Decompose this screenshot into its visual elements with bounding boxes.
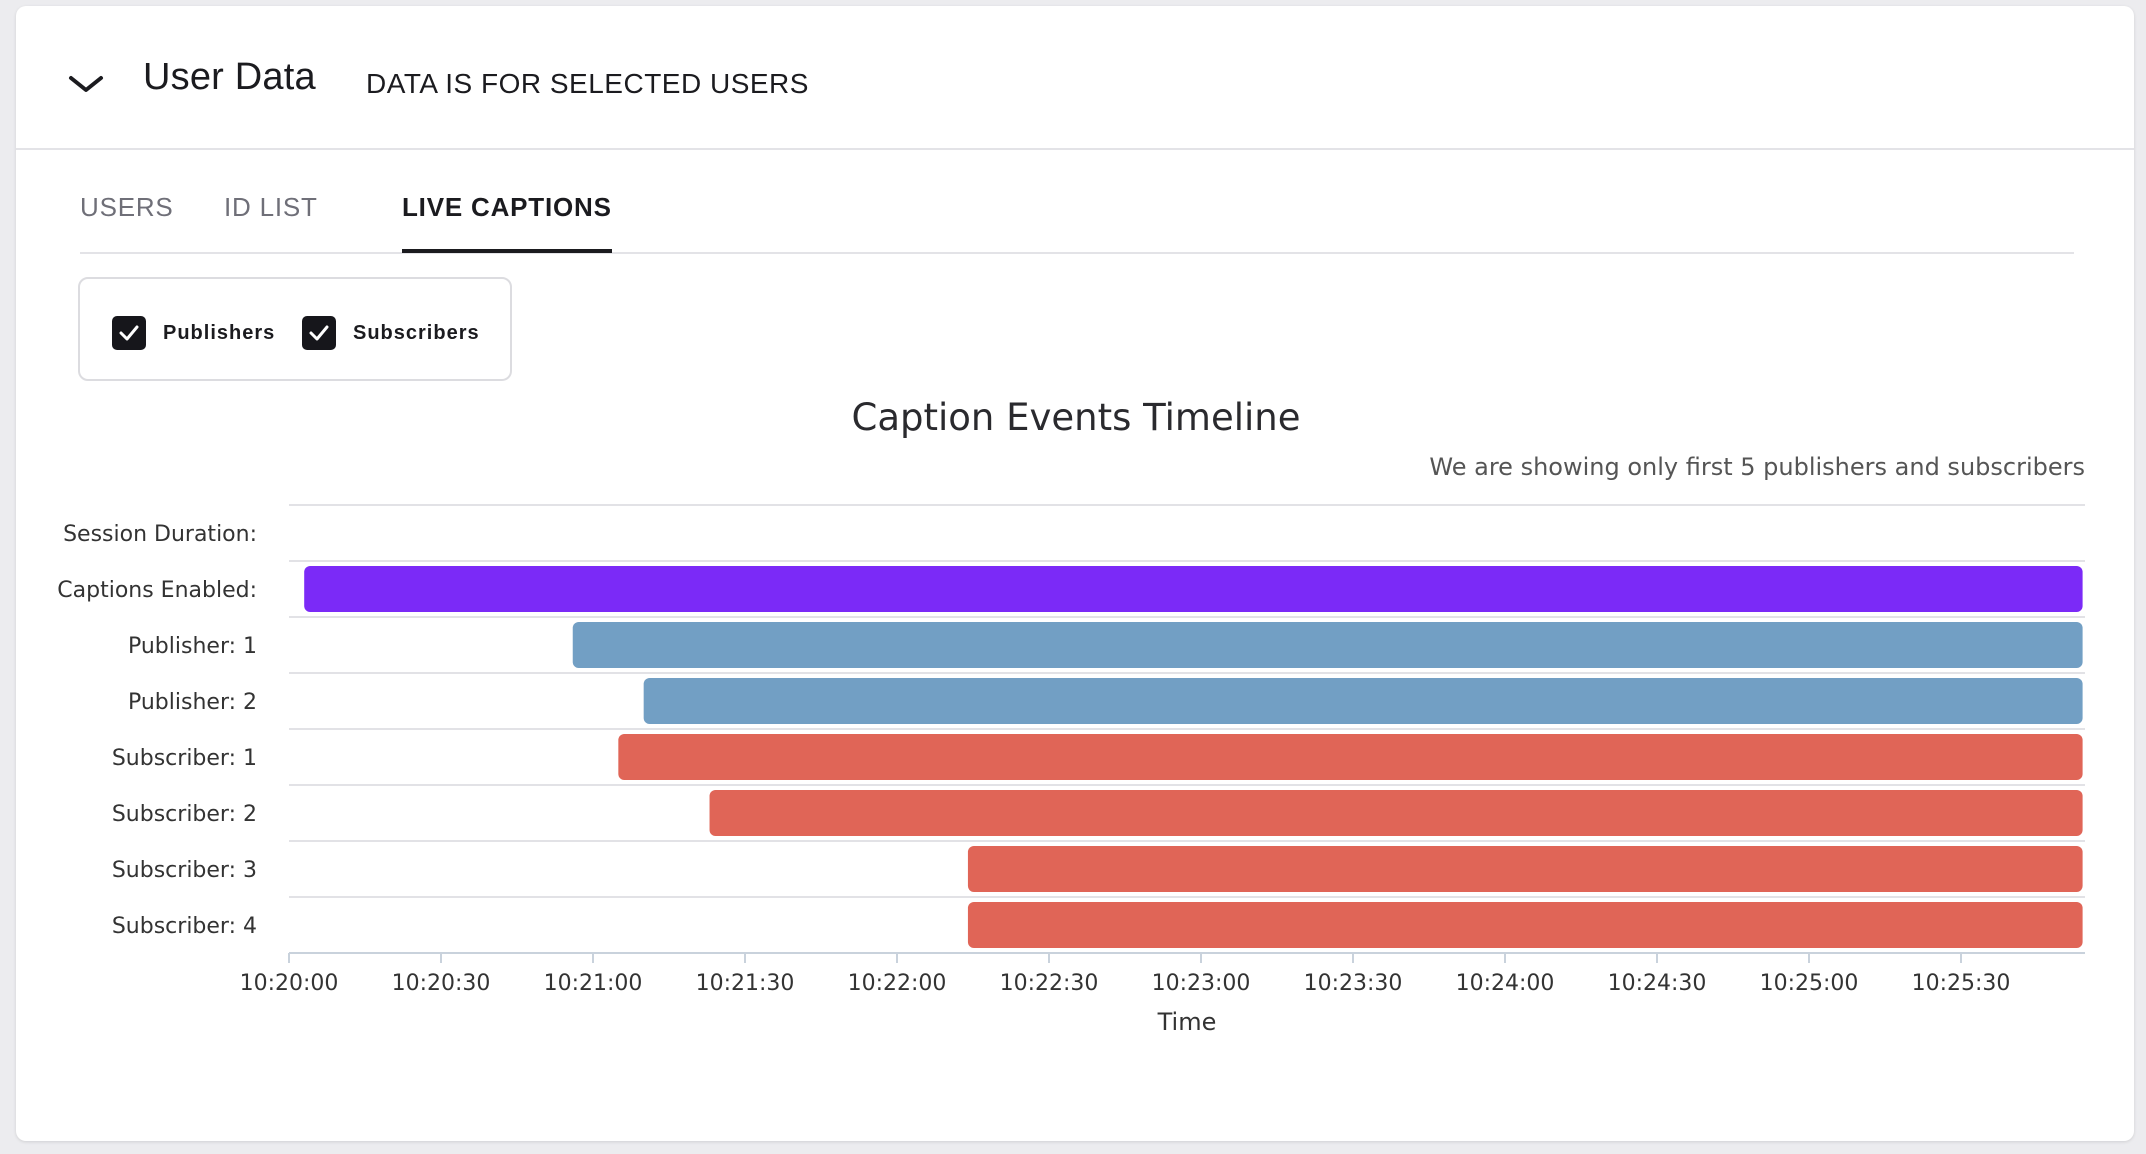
check-icon xyxy=(302,316,336,350)
card-header: User Data DATA IS FOR SELECTED USERS xyxy=(16,6,2134,150)
row-label: Subscriber: 1 xyxy=(112,746,257,771)
timeline-bar xyxy=(643,678,2083,724)
tab-live-captions[interactable]: LIVE CAPTIONS xyxy=(402,192,612,253)
x-axis: 10:20:00 10:20:30 10:21:00 10:21:30 10:22:00… xyxy=(240,953,2011,996)
x-tick-label: 10:22:30 xyxy=(1000,971,1099,996)
row-label: Captions Enabled: xyxy=(57,578,257,603)
publishers-checkbox[interactable]: Publishers xyxy=(112,316,275,350)
subscribers-checkbox[interactable]: Subscribers xyxy=(302,316,480,350)
chart-title: Caption Events Timeline xyxy=(852,396,1301,439)
row-label: Subscriber: 4 xyxy=(112,914,257,939)
card-subtitle: DATA IS FOR SELECTED USERS xyxy=(366,68,809,99)
tab-id-list[interactable]: ID LIST xyxy=(224,192,318,222)
row-label: Subscriber: 2 xyxy=(112,802,257,827)
x-tick-label: 10:20:30 xyxy=(392,971,491,996)
row-label: Publisher: 2 xyxy=(128,690,257,715)
x-tick-label: 10:23:00 xyxy=(1152,971,1251,996)
tab-bar: USERS ID LIST LIVE CAPTIONS xyxy=(80,148,2074,254)
x-tick-label: 10:22:00 xyxy=(848,971,947,996)
row-label: Publisher: 1 xyxy=(128,634,257,659)
publishers-label: Publishers xyxy=(163,321,276,344)
timeline-bar xyxy=(618,734,2083,780)
timeline-bars xyxy=(304,566,2083,948)
row-label: Session Duration: xyxy=(63,522,257,547)
x-tick-label: 10:21:00 xyxy=(544,971,643,996)
timeline-bar xyxy=(967,846,2083,892)
timeline-bar xyxy=(304,566,2083,612)
x-tick-label: 10:23:30 xyxy=(1304,971,1403,996)
x-tick-label: 10:24:00 xyxy=(1456,971,1555,996)
timeline-bar xyxy=(709,790,2083,836)
check-icon xyxy=(112,316,146,350)
x-axis-title: Time xyxy=(1157,1008,1217,1036)
timeline-bar xyxy=(967,902,2083,948)
x-tick-label: 10:20:00 xyxy=(240,971,339,996)
grid-lines xyxy=(289,504,2085,954)
tab-users[interactable]: USERS xyxy=(80,192,174,222)
x-tick-label: 10:21:30 xyxy=(696,971,795,996)
chevron-down-icon[interactable] xyxy=(66,64,106,104)
card-title: User Data xyxy=(143,56,316,98)
subscribers-label: Subscribers xyxy=(353,321,480,344)
row-labels: Session Duration: Captions Enabled: Publis… xyxy=(57,522,257,939)
x-tick-label: 10:24:30 xyxy=(1608,971,1707,996)
x-tick-label: 10:25:30 xyxy=(1912,971,2011,996)
role-filter: Publishers Subscribers xyxy=(78,277,512,381)
row-label: Subscriber: 3 xyxy=(112,858,257,883)
timeline-bar xyxy=(572,622,2083,668)
x-tick-label: 10:25:00 xyxy=(1760,971,1859,996)
chart-note: We are showing only first 5 publishers a… xyxy=(1429,453,2085,481)
